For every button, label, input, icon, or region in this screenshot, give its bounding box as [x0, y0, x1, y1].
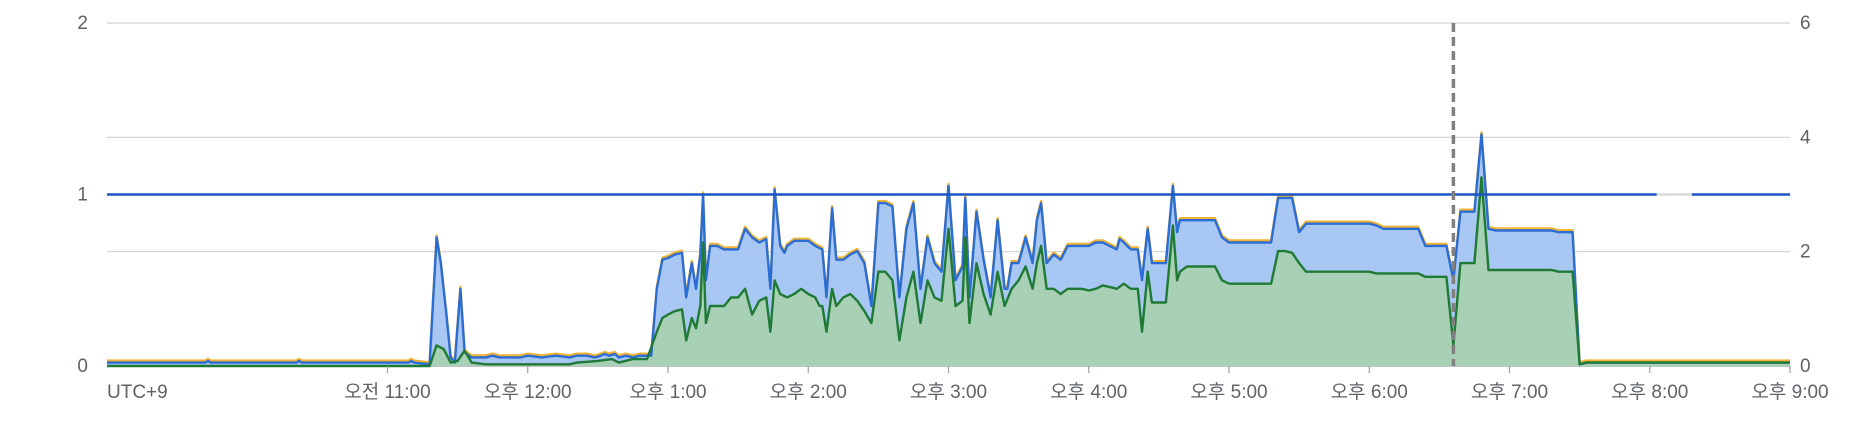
y-axis-right: 0 2 4 6: [1800, 13, 1811, 377]
x-tick-label: 오후 8:00: [1611, 381, 1688, 403]
x-tick-label: 오후 3:00: [910, 381, 987, 403]
y-left-tick-label: 1: [77, 185, 88, 206]
x-tick-label: 오후 2:00: [770, 381, 847, 403]
x-tick-label: 오후 4:00: [1050, 381, 1127, 403]
reference-lines: [107, 23, 1790, 366]
x-tick-label: 오후 5:00: [1190, 381, 1267, 403]
y-right-tick-label: 4: [1800, 127, 1811, 148]
y-right-tick-label: 2: [1800, 242, 1811, 263]
x-tick-label: 오후 12:00: [484, 381, 572, 403]
x-tick-label: 오후 6:00: [1331, 381, 1408, 403]
x-tick-label: 오전 11:00: [344, 381, 430, 403]
y-left-tick-label: 2: [77, 13, 88, 34]
x-tick-label: 오후 9:00: [1751, 381, 1828, 403]
y-right-tick-label: 0: [1800, 356, 1811, 377]
x-timezone-label: UTC+9: [107, 382, 168, 403]
y-left-tick-label: 0: [77, 356, 88, 377]
series-1-line: [107, 133, 1790, 366]
series-2-area: [107, 177, 1790, 366]
series-2-line: [107, 176, 1790, 368]
series-areas: [107, 134, 1790, 366]
x-tick-label: 오후 1:00: [629, 381, 706, 403]
y-axis-left: 0 1 2: [77, 13, 88, 377]
y-right-tick-label: 6: [1800, 13, 1811, 34]
x-axis: UTC+9 오전 11:00 오후 12:00 오후 1:00 오후 2:00 오후 3:…: [107, 366, 1829, 403]
series-lines: [107, 131, 1790, 368]
x-tick-label: 오후 7:00: [1471, 381, 1548, 403]
